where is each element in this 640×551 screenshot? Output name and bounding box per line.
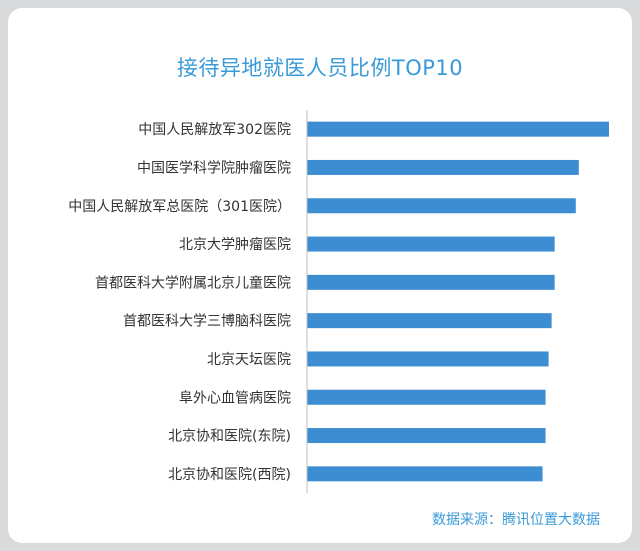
bar-2 xyxy=(307,159,579,175)
bar-5 xyxy=(307,274,555,290)
category-label-10: 北京协和医院(西院) xyxy=(168,467,291,483)
chart-title: 接待异地就医人员比例TOP10 xyxy=(176,56,464,80)
bar-6 xyxy=(307,313,552,329)
category-label-4: 北京大学肿瘤医院 xyxy=(179,236,291,253)
category-label-5: 首都医科大学附属北京儿童医院 xyxy=(95,274,291,291)
category-label-3: 中国人民解放军总医院（301医院） xyxy=(68,199,291,215)
category-labels-group: 中国人民解放军302医院中国医学科学院肿瘤医院中国人民解放军总医院（301医院）… xyxy=(68,122,291,483)
bar-3 xyxy=(307,198,576,214)
bar-1 xyxy=(307,121,609,137)
category-label-9: 北京协和医院(东院) xyxy=(168,429,291,445)
data-source-note: 数据来源：腾讯位置大数据 xyxy=(432,512,600,528)
bar-10 xyxy=(307,466,543,482)
category-label-6: 首都医科大学三博脑科医院 xyxy=(123,313,291,330)
bar-7 xyxy=(307,351,549,367)
category-label-8: 阜外心血管病医院 xyxy=(179,389,291,406)
category-label-1: 中国人民解放军302医院 xyxy=(138,122,291,138)
bar-9 xyxy=(307,428,546,444)
category-label-2: 中国医学科学院肿瘤医院 xyxy=(137,159,291,176)
category-label-7: 北京天坛医院 xyxy=(207,352,291,368)
bar-8 xyxy=(307,389,546,405)
bar-4 xyxy=(307,236,555,252)
bars-group xyxy=(307,121,609,482)
